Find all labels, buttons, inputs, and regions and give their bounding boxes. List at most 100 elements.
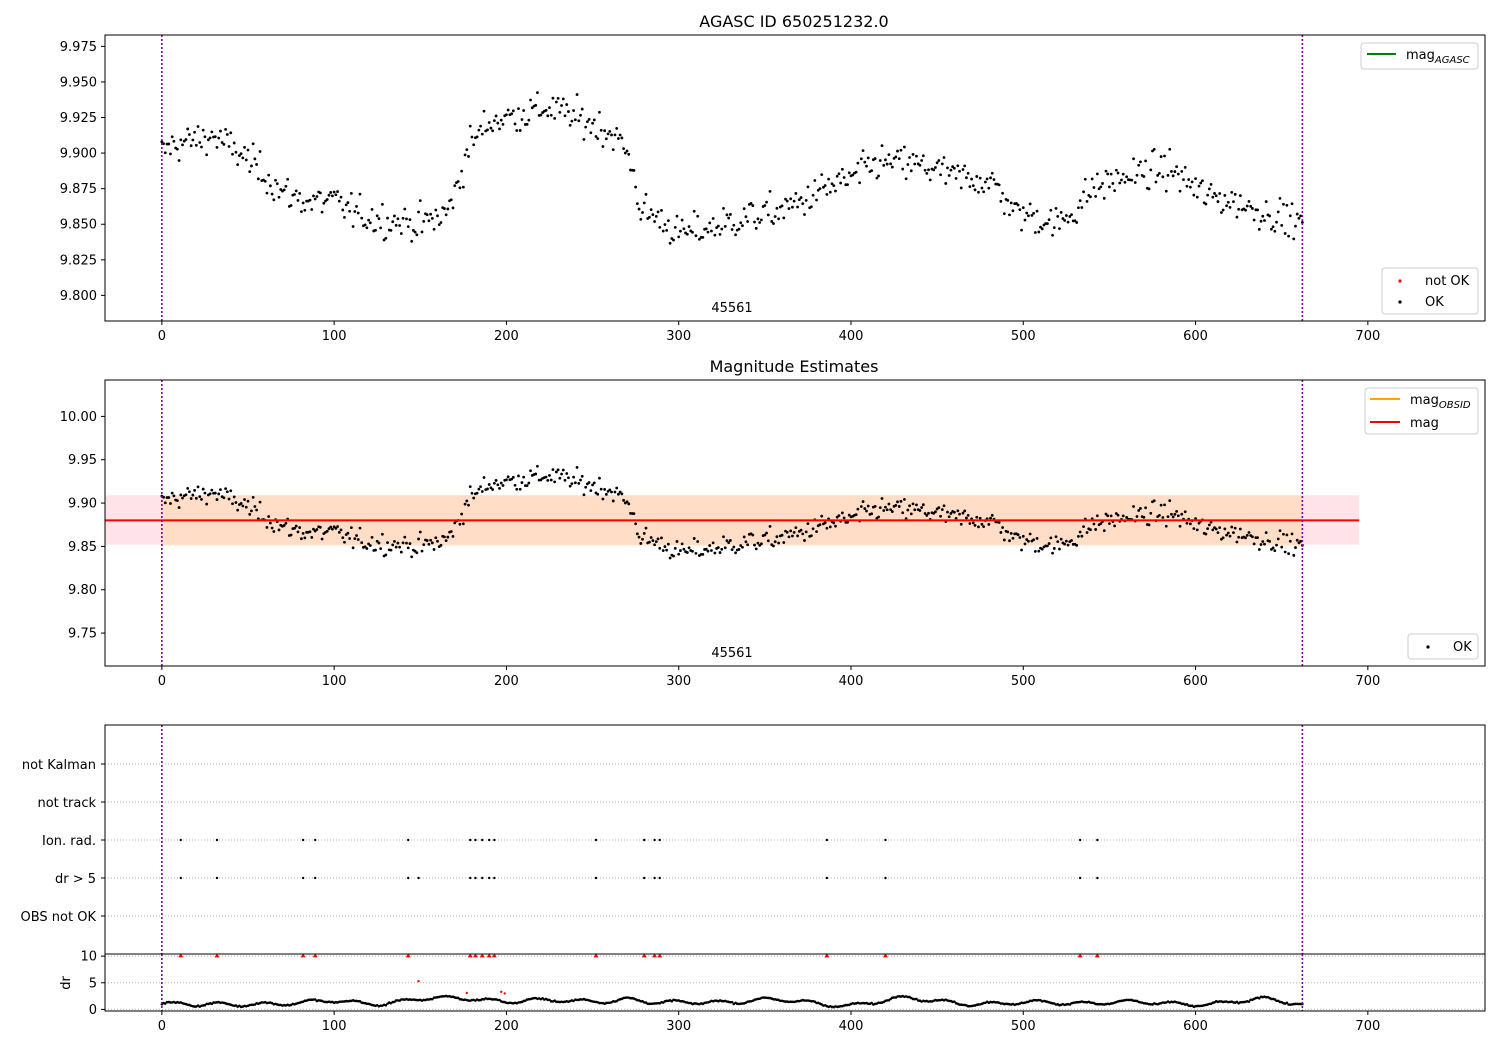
- ok-point: [658, 225, 662, 229]
- ok-point: [592, 481, 596, 485]
- ok-point: [1023, 542, 1027, 546]
- ok-point: [906, 163, 910, 166]
- ok-point: [1006, 530, 1010, 534]
- ion-rad-flag-point: [474, 838, 477, 842]
- ok-point: [589, 489, 593, 493]
- x-tick-label: 200: [494, 674, 519, 689]
- ok-point: [1252, 542, 1256, 546]
- ok-point: [1294, 224, 1297, 228]
- ok-point: [236, 163, 240, 167]
- x-tick-label: 500: [1011, 329, 1036, 344]
- ok-point: [1089, 528, 1092, 532]
- ok-point: [675, 214, 679, 218]
- legend-mag-obsid-subscript: OBSID: [1439, 400, 1471, 411]
- ok-point: [315, 528, 319, 531]
- ok-point: [277, 195, 281, 199]
- ok-point: [1269, 227, 1273, 231]
- ok-point: [834, 189, 837, 193]
- ok-point: [1259, 543, 1263, 546]
- ok-point: [773, 215, 777, 218]
- ok-point: [1297, 216, 1301, 220]
- ion-rad-flag-point: [469, 838, 472, 842]
- ok-point: [934, 510, 937, 514]
- ok-point: [320, 210, 324, 214]
- ok-point: [1161, 175, 1165, 179]
- ok-point: [915, 503, 918, 507]
- ok-point: [618, 133, 622, 137]
- ok-point: [734, 551, 737, 555]
- ok-point: [1095, 172, 1099, 176]
- ok-point: [170, 135, 174, 139]
- ok-point: [842, 176, 846, 179]
- ok-point: [296, 199, 300, 202]
- ok-point: [318, 525, 322, 529]
- top-legend-status: not OK OK: [1381, 267, 1479, 315]
- ok-point: [420, 549, 424, 553]
- dr-clipped-marker: [405, 953, 411, 958]
- ok-point: [1099, 185, 1103, 189]
- ok-point: [878, 506, 882, 510]
- ok-point: [751, 533, 755, 537]
- ok-point: [408, 542, 412, 545]
- ok-point: [422, 219, 426, 223]
- ok-point: [685, 551, 689, 554]
- ok-point: [179, 138, 183, 142]
- ok-point: [834, 524, 837, 528]
- ok-point: [544, 108, 548, 112]
- dr-gt-5-flag-point: [407, 876, 410, 880]
- ok-point: [379, 226, 383, 230]
- ok-point: [398, 224, 402, 227]
- ok-point: [1176, 514, 1180, 518]
- ok-point: [952, 510, 956, 514]
- ok-point: [1037, 549, 1041, 553]
- ok-point: [639, 217, 643, 221]
- ok-point: [1051, 551, 1054, 555]
- ok-point: [480, 132, 484, 136]
- dr-point: [730, 1000, 734, 1004]
- ok-point: [1066, 220, 1070, 224]
- ok-point: [865, 509, 868, 513]
- ok-point: [558, 476, 562, 480]
- ok-point: [1244, 536, 1247, 540]
- ok-point: [632, 169, 636, 172]
- ok-point: [983, 180, 987, 184]
- ok-point: [439, 221, 443, 224]
- ok-point: [949, 512, 953, 515]
- top-obsid-label: 45561: [711, 301, 752, 316]
- ok-point: [1018, 208, 1022, 212]
- ok-point: [1273, 229, 1277, 233]
- ok-point: [1032, 538, 1036, 542]
- ok-point: [1009, 201, 1013, 205]
- ok-point: [772, 222, 775, 225]
- ok-point: [923, 168, 927, 172]
- ok-point: [443, 207, 446, 210]
- ok-point: [982, 525, 986, 529]
- ok-point: [925, 514, 929, 517]
- ok-point: [801, 532, 805, 536]
- ok-point: [809, 205, 813, 209]
- y-tick-label: 10.00: [60, 410, 97, 425]
- ok-point: [1285, 533, 1289, 537]
- ok-point: [1037, 230, 1041, 234]
- ion-rad-flag-point: [1096, 838, 1099, 842]
- ok-point: [1045, 544, 1049, 548]
- ok-point: [527, 118, 531, 122]
- ok-point: [789, 197, 793, 201]
- ok-point: [1045, 222, 1049, 226]
- ok-point: [723, 546, 727, 550]
- ok-point: [828, 525, 832, 529]
- ok-point: [1261, 540, 1265, 543]
- ok-point: [186, 127, 190, 131]
- ok-point: [386, 541, 389, 545]
- ok-point: [1228, 205, 1232, 209]
- ok-point: [1068, 215, 1072, 218]
- ok-point: [727, 216, 731, 220]
- ok-point: [1288, 539, 1292, 543]
- ok-point: [282, 188, 286, 192]
- ok-point: [1171, 515, 1175, 519]
- ok-point: [427, 219, 431, 223]
- ok-point: [673, 226, 677, 229]
- ok-point: [1101, 182, 1104, 185]
- ok-point: [175, 147, 179, 151]
